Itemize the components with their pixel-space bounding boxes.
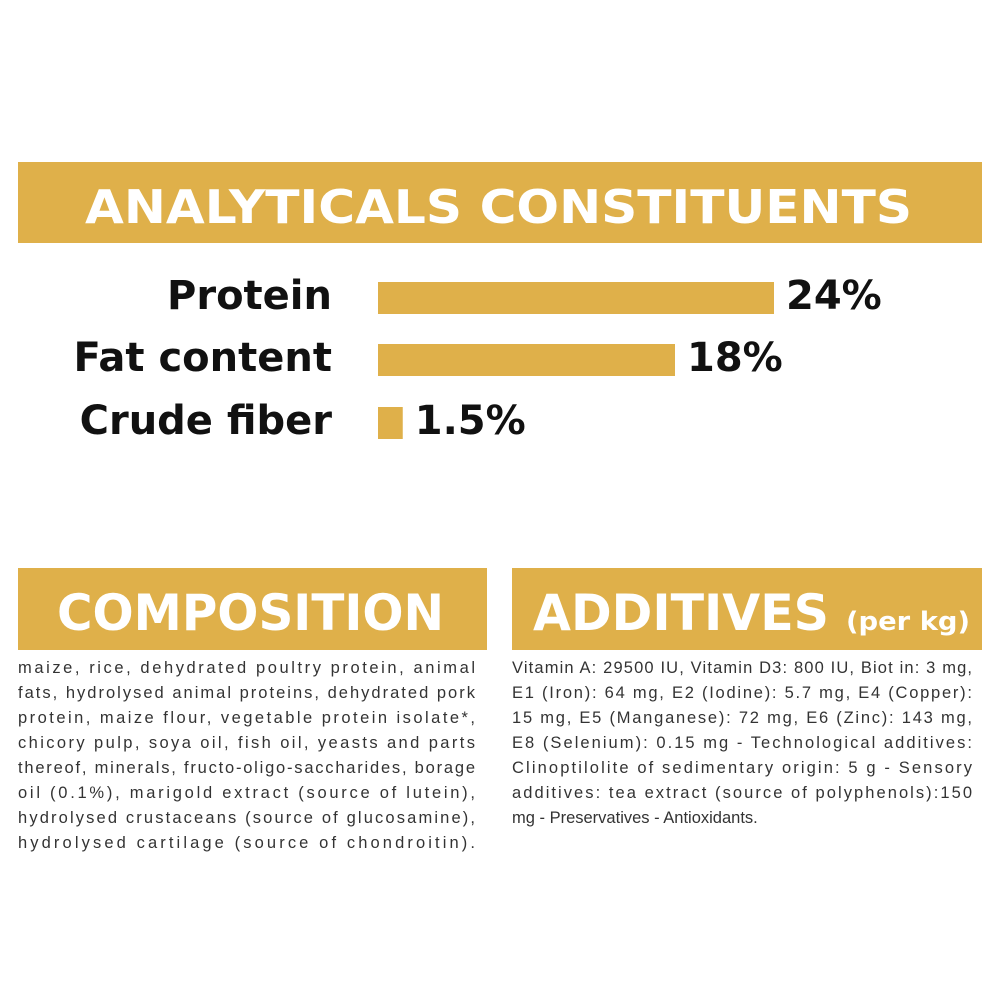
body-line: hydrolysed crustaceans (source of glucos… xyxy=(18,809,475,827)
body-line: chicory pulp, soya oil, fish oil, yeasts… xyxy=(18,734,475,752)
value-label: 24% xyxy=(786,273,882,319)
value-label: 18% xyxy=(687,335,783,381)
body-line: additives: tea extract (source of polyph… xyxy=(512,784,972,802)
body-line: E8 (Selenium): 0.15 mg - Technological a… xyxy=(512,734,972,752)
body-line: E1 (Iron): 64 mg, E2 (Iodine): 5.7 mg, E… xyxy=(512,684,972,702)
body-line: protein, maize flour, vegetable protein … xyxy=(18,709,475,727)
body-line: mg - Preservatives - Antioxidants. xyxy=(512,809,758,827)
body-line: oil (0.1%), marigold extract (source of … xyxy=(18,784,475,802)
category-label: Crude fiber xyxy=(80,398,333,444)
bar xyxy=(378,282,774,314)
header-band xyxy=(18,162,982,243)
category-label: Protein xyxy=(167,273,332,319)
body-line: thereof, minerals, fructo-oligo-sacchari… xyxy=(18,759,475,777)
category-label: Fat content xyxy=(73,335,332,381)
bar xyxy=(378,407,403,439)
body-line: Clinoptilolite of sedimentary origin: 5 … xyxy=(512,759,973,777)
composition-band xyxy=(18,568,487,650)
body-line: maize, rice, dehydrated poultry protein,… xyxy=(18,659,475,677)
bar xyxy=(378,344,675,376)
additives-title: ADDITIVES xyxy=(533,584,829,642)
chart-title: ANALYTICALS CONSTITUENTS xyxy=(85,180,912,234)
additives-subtitle: (per kg) xyxy=(846,607,970,637)
composition-title: COMPOSITION xyxy=(57,584,444,642)
additives-band xyxy=(512,568,982,650)
body-line: hydrolysed cartilage (source of chondroi… xyxy=(18,834,475,852)
body-line: fats, hydrolysed animal proteins, dehydr… xyxy=(18,684,476,702)
body-line: Vitamin A: 29500 IU, Vitamin D3: 800 IU,… xyxy=(512,659,972,677)
value-label: 1.5% xyxy=(415,398,526,444)
body-line: 15 mg, E5 (Manganese): 72 mg, E6 (Zinc):… xyxy=(512,709,972,727)
